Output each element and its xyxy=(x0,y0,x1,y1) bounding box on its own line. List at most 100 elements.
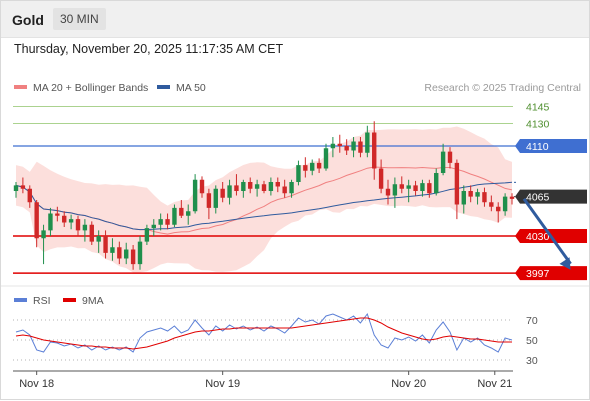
candle-body xyxy=(482,192,487,203)
candle xyxy=(68,214,74,230)
candle xyxy=(13,182,19,198)
candle-body xyxy=(275,182,280,187)
candle-body xyxy=(509,196,515,199)
candle xyxy=(323,143,329,171)
candle xyxy=(103,230,108,259)
candle xyxy=(192,174,198,214)
candle-body xyxy=(68,219,74,223)
candle-body xyxy=(316,162,322,169)
candle xyxy=(372,121,377,180)
candle xyxy=(358,137,363,158)
candle xyxy=(392,177,398,208)
candle-body xyxy=(124,249,129,259)
ma20-legend-swatch xyxy=(14,85,27,89)
candle-body xyxy=(27,188,32,203)
candle xyxy=(227,179,232,205)
candle-body xyxy=(96,236,101,242)
chart-datetime: Thursday, November 20, 2025 11:17:35 AM … xyxy=(14,42,284,56)
candle xyxy=(365,125,370,158)
candle xyxy=(261,180,267,194)
candle xyxy=(27,185,32,208)
candle xyxy=(275,177,280,193)
candle-body xyxy=(337,143,342,146)
rsi-tick-label: 50 xyxy=(526,335,538,347)
candle-body xyxy=(385,188,391,196)
candle xyxy=(124,242,129,265)
x-axis-tick-label: Nov 20 xyxy=(391,378,426,390)
candle xyxy=(344,139,349,155)
candle-body xyxy=(227,185,232,198)
candle xyxy=(48,207,53,236)
rsi-tick-label: 30 xyxy=(526,355,538,367)
x-axis-tick-label: Nov 18 xyxy=(19,378,54,390)
candle-body xyxy=(206,193,212,208)
resistance-tag xyxy=(515,139,587,153)
candle xyxy=(268,177,274,196)
watermark-text: Research © 2025 Trading Central xyxy=(424,82,581,94)
candle xyxy=(406,179,411,203)
candle-body xyxy=(41,230,46,239)
candle xyxy=(241,179,246,198)
candle-body xyxy=(213,188,218,208)
candle-body xyxy=(248,182,253,189)
candle xyxy=(234,174,239,196)
candle xyxy=(75,215,81,236)
candle-body xyxy=(34,202,39,239)
candle xyxy=(137,236,143,270)
candle-body xyxy=(89,224,94,242)
candle-body xyxy=(234,185,239,191)
candle xyxy=(296,160,301,186)
candle-body xyxy=(351,141,356,151)
candle-body xyxy=(20,185,26,189)
candle-body xyxy=(496,206,501,212)
candle xyxy=(454,159,460,220)
candle-body xyxy=(254,184,260,189)
timeframe-badge[interactable]: 30 MIN xyxy=(53,8,106,30)
symbol-title: Gold xyxy=(12,12,44,28)
candle xyxy=(413,180,418,196)
candle-body xyxy=(144,228,150,242)
candle-body xyxy=(413,185,418,191)
resistance-label: 4130 xyxy=(526,119,550,131)
candle-body xyxy=(268,182,274,191)
candle-body xyxy=(303,165,308,171)
candle-body xyxy=(372,132,377,169)
candle-body xyxy=(289,182,294,194)
candle xyxy=(130,245,136,270)
candle xyxy=(82,219,88,242)
candle-body xyxy=(75,219,81,231)
candle-body xyxy=(82,224,88,231)
candle-body xyxy=(310,162,315,171)
candle xyxy=(399,176,404,194)
candle xyxy=(330,137,336,158)
bollinger-band xyxy=(16,126,512,273)
ma50-legend-swatch xyxy=(157,85,170,89)
candle xyxy=(303,157,308,178)
candle-body xyxy=(158,219,163,225)
forecast-arrow-head xyxy=(559,257,571,270)
candle xyxy=(337,134,342,153)
candle xyxy=(41,224,46,265)
candle-body xyxy=(344,146,349,151)
candle-body xyxy=(420,183,425,191)
candle xyxy=(62,211,67,227)
x-axis-tick-label: Nov 21 xyxy=(477,378,512,390)
candle-body xyxy=(199,179,205,194)
candle-body xyxy=(55,213,60,216)
candle-body xyxy=(130,249,136,265)
candle xyxy=(254,179,260,197)
candle-body xyxy=(427,183,432,194)
candle-body xyxy=(502,196,508,212)
candle xyxy=(165,213,170,230)
resistance-label: 4145 xyxy=(526,102,550,114)
candle xyxy=(248,177,253,194)
candle xyxy=(20,177,26,194)
ma50-legend-label: MA 50 xyxy=(176,82,206,94)
rsi-ma-legend-label: 9MA xyxy=(82,295,104,307)
candle-body xyxy=(323,148,329,169)
candle xyxy=(461,185,466,214)
current-price-tag xyxy=(515,189,587,204)
rsi-line xyxy=(15,312,513,353)
